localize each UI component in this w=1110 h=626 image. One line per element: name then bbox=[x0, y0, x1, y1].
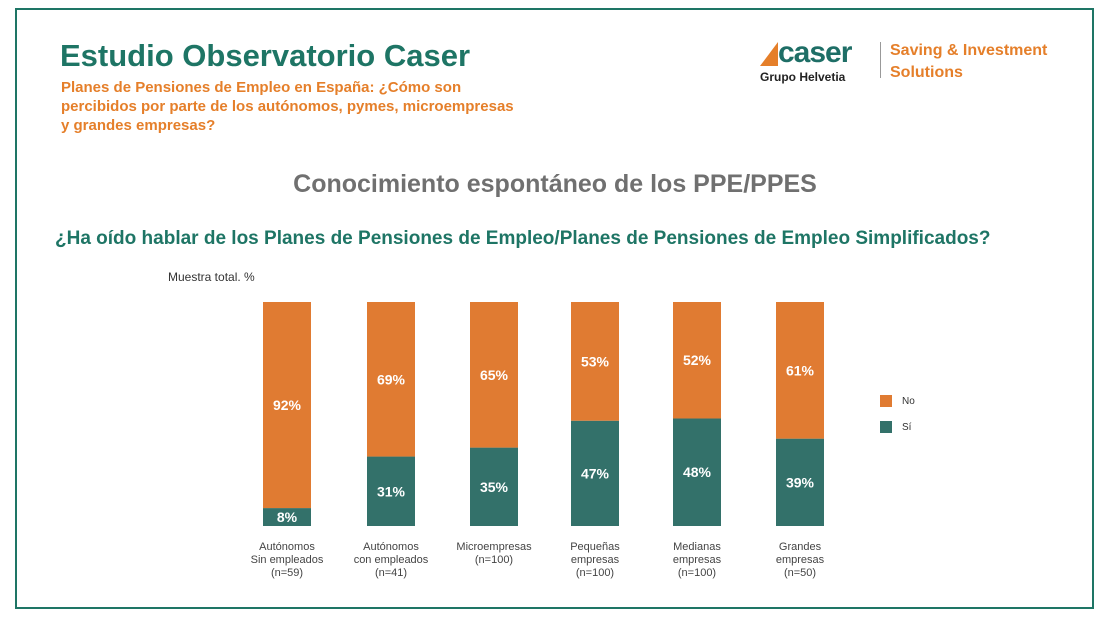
x-tick-line: (n=59) bbox=[270, 567, 304, 579]
bar-si bbox=[571, 420, 619, 526]
bar-no bbox=[776, 302, 824, 439]
x-tick-line: (n=41) bbox=[374, 567, 408, 579]
x-tick-line: con empleados bbox=[353, 554, 429, 566]
tagline: Saving & Investment Solutions bbox=[890, 40, 1047, 84]
x-tick-label: Autónomos Sin empleados (n=59) bbox=[237, 541, 337, 580]
x-tick-line: (n=50) bbox=[783, 567, 817, 579]
data-label: 48% bbox=[683, 464, 712, 480]
x-tick-label: Autónomos con empleados (n=41) bbox=[341, 541, 441, 580]
bar-si bbox=[470, 447, 518, 526]
x-tick-label: Grandes empresas (n=50) bbox=[750, 541, 850, 580]
data-label: 69% bbox=[377, 371, 406, 387]
x-tick-line: Autónomos bbox=[259, 541, 315, 553]
bar-no bbox=[263, 302, 311, 509]
x-tick-line: (n=100) bbox=[677, 567, 717, 579]
legend-label-si: Sí bbox=[902, 421, 912, 433]
x-tick-line: Sin empleados bbox=[250, 554, 324, 566]
page-title: Estudio Observatorio Caser bbox=[60, 38, 471, 73]
bar-no bbox=[367, 302, 415, 457]
page-subtitle: Planes de Pensiones de Empleo en España:… bbox=[61, 79, 514, 134]
x-tick-label: Microempresas (n=100) bbox=[444, 541, 544, 567]
x-tick-line: Autónomos bbox=[363, 541, 419, 553]
data-label: 61% bbox=[786, 362, 815, 378]
data-label: 8% bbox=[277, 509, 298, 525]
x-tick-label: Medianas empresas (n=100) bbox=[647, 541, 747, 580]
data-label: 39% bbox=[786, 474, 815, 490]
tagline-line-2: Solutions bbox=[890, 64, 963, 81]
bar-no bbox=[470, 302, 518, 448]
legend-swatch-si bbox=[880, 421, 892, 433]
chart-question: ¿Ha oído hablar de los Planes de Pension… bbox=[55, 228, 991, 249]
bar-no bbox=[673, 302, 721, 419]
data-label: 47% bbox=[581, 465, 610, 481]
data-label: 92% bbox=[273, 397, 302, 413]
data-label: 53% bbox=[581, 353, 610, 369]
x-tick-line: Pequeñas bbox=[570, 541, 620, 553]
chart-title: Conocimiento espontáneo de los PPE/PPES bbox=[293, 170, 817, 198]
x-tick-line: (n=100) bbox=[474, 554, 514, 566]
bar-si bbox=[673, 418, 721, 526]
legend-swatch-no bbox=[880, 395, 892, 407]
logo-brand: caser bbox=[778, 36, 852, 69]
data-label: 31% bbox=[377, 483, 406, 499]
bar-si bbox=[367, 456, 415, 526]
data-label: 65% bbox=[480, 367, 509, 383]
logo-divider bbox=[880, 42, 881, 78]
x-tick-line: Medianas bbox=[673, 541, 721, 553]
x-tick-line: Grandes bbox=[778, 541, 822, 553]
x-tick-line: empresas bbox=[775, 554, 825, 566]
x-tick-line: empresas bbox=[672, 554, 722, 566]
x-tick-label: Pequeñas empresas (n=100) bbox=[545, 541, 645, 580]
x-tick-line: (n=100) bbox=[575, 567, 615, 579]
data-label: 35% bbox=[480, 479, 509, 495]
tagline-line-1: Saving & Investment bbox=[890, 42, 1048, 59]
caser-logo: caser Grupo Helvetia bbox=[760, 38, 870, 84]
sail-icon bbox=[760, 42, 778, 66]
bar-si bbox=[776, 438, 824, 526]
y-axis-label: Muestra total. % bbox=[168, 270, 255, 284]
x-tick-line: Microempresas bbox=[456, 541, 532, 553]
bar-si bbox=[263, 508, 311, 526]
legend-label-no: No bbox=[902, 395, 915, 407]
data-label: 52% bbox=[683, 352, 712, 368]
logo-group: Grupo Helvetia bbox=[760, 70, 846, 84]
legend-item-si: Sí bbox=[880, 421, 911, 433]
legend-item-no: No bbox=[880, 395, 915, 407]
slide-frame bbox=[15, 8, 1094, 609]
x-tick-line: empresas bbox=[570, 554, 620, 566]
bar-no bbox=[571, 302, 619, 421]
